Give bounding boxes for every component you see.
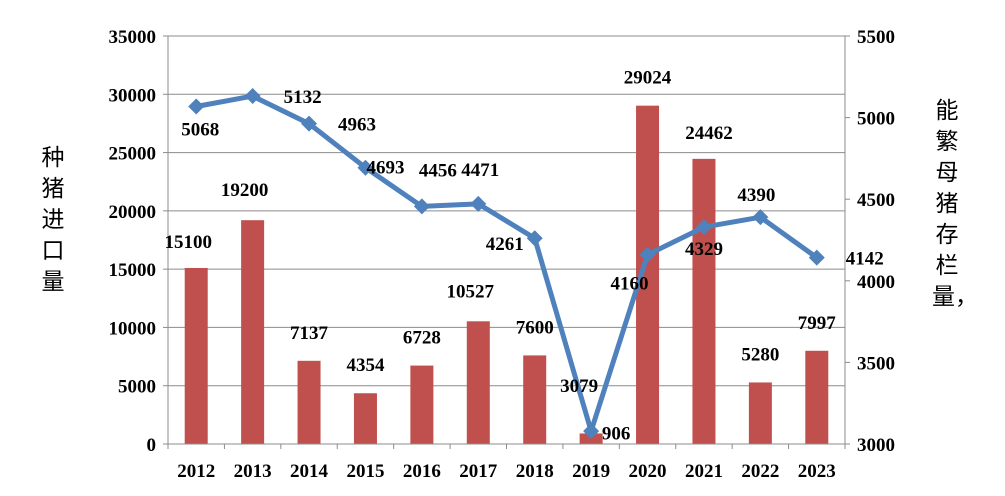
line-point	[808, 249, 825, 266]
bar-value-label: 6728	[403, 328, 441, 349]
bar-value-label: 29024	[624, 68, 672, 89]
bar-value-label: 7137	[290, 323, 329, 344]
line-value-label: 4142	[846, 249, 884, 270]
line-value-label: 5132	[284, 87, 322, 108]
bar	[805, 350, 829, 444]
series-line	[195, 93, 819, 434]
gridlines	[168, 35, 845, 387]
bar-value-label: 24462	[685, 123, 733, 144]
line-value-label: 4329	[685, 239, 723, 260]
x-tick-label: 2013	[234, 461, 272, 482]
y-left-tick-label: 10000	[109, 318, 157, 339]
bar	[297, 360, 321, 444]
x-tick-label: 2021	[685, 461, 723, 482]
bar-value-label: 5280	[741, 344, 779, 365]
line-point	[413, 198, 430, 215]
x-tick-label: 2019	[572, 461, 610, 482]
x-tick-label: 2023	[798, 461, 836, 482]
line-point	[301, 115, 318, 132]
line-point	[188, 98, 205, 115]
x-tick-label: 2016	[403, 461, 441, 482]
y-left-tick-label: 15000	[109, 260, 157, 281]
y-right-tick-label: 3500	[857, 353, 895, 374]
bar	[636, 105, 660, 444]
y-left-tick-label: 35000	[109, 27, 157, 48]
line-value-label: 4261	[486, 234, 524, 255]
line-point	[695, 219, 712, 236]
line-point	[583, 423, 600, 440]
y-left-tick-label: 5000	[118, 377, 156, 398]
bar-value-label: 10527	[447, 281, 495, 302]
bar	[241, 220, 265, 444]
x-tick-label: 2012	[177, 461, 215, 482]
bar-value-label: 15100	[164, 232, 212, 253]
x-tick-label: 2020	[629, 461, 667, 482]
line-point	[244, 88, 261, 105]
line-series-sow-inventory	[188, 88, 825, 440]
y-right-tick-label: 4000	[857, 272, 895, 293]
line-point	[639, 246, 656, 263]
y-right-tick-label: 3000	[857, 435, 895, 456]
x-tick-label: 2014	[290, 461, 329, 482]
x-tick-label: 2015	[346, 461, 384, 482]
x-tick-label: 2017	[459, 461, 498, 482]
y-left-tick-label: 20000	[109, 202, 157, 223]
y-left-tick-label: 0	[147, 435, 157, 456]
line-value-label: 4390	[737, 185, 775, 206]
bar	[748, 382, 772, 444]
y-right-tick-label: 5500	[857, 27, 895, 48]
line-value-label: 4471	[461, 160, 499, 181]
bar-value-label: 4354	[346, 355, 385, 376]
bar	[466, 321, 490, 444]
line-value-label: 4693	[366, 158, 404, 179]
tick-labels: 0 5000 10000 15000 20000 25000 30000 35000 3000 3…	[109, 27, 896, 482]
bar	[353, 393, 377, 444]
bar	[410, 365, 434, 444]
y-left-tick-label: 25000	[109, 144, 157, 165]
bar-value-label: 7997	[798, 313, 837, 334]
bar	[692, 158, 716, 445]
line-value-label: 4963	[338, 115, 376, 136]
line-value-label: 4160	[611, 274, 649, 295]
line-value-label: 3079	[560, 376, 598, 397]
x-tick-label: 2022	[741, 461, 779, 482]
line-point	[526, 230, 543, 247]
axes	[163, 35, 850, 449]
bar-value-label: 19200	[221, 180, 269, 201]
line-value-label: 4456	[419, 160, 457, 181]
data-labels: 15100 19200 7137 4354 6728 10527 7600 906 29024 2…	[164, 68, 883, 445]
line-point	[357, 159, 374, 176]
line-point	[470, 195, 487, 212]
y-axis-right-title: 能繁母猪存栏量，	[932, 98, 978, 310]
x-tick-label: 2018	[516, 461, 554, 482]
bar-value-label: 906	[602, 423, 631, 444]
bar-value-label: 7600	[516, 317, 554, 338]
y-axis-left-title: 种猪进口量	[41, 145, 65, 295]
bar	[523, 355, 547, 444]
bar	[184, 267, 208, 444]
line-point	[752, 209, 769, 226]
y-left-tick-label: 30000	[109, 85, 157, 106]
y-right-tick-label: 4500	[857, 190, 895, 211]
y-right-tick-label: 5000	[857, 109, 895, 130]
line-value-label: 5068	[181, 120, 219, 141]
bar-series-breeding-pig-imports	[184, 105, 829, 445]
